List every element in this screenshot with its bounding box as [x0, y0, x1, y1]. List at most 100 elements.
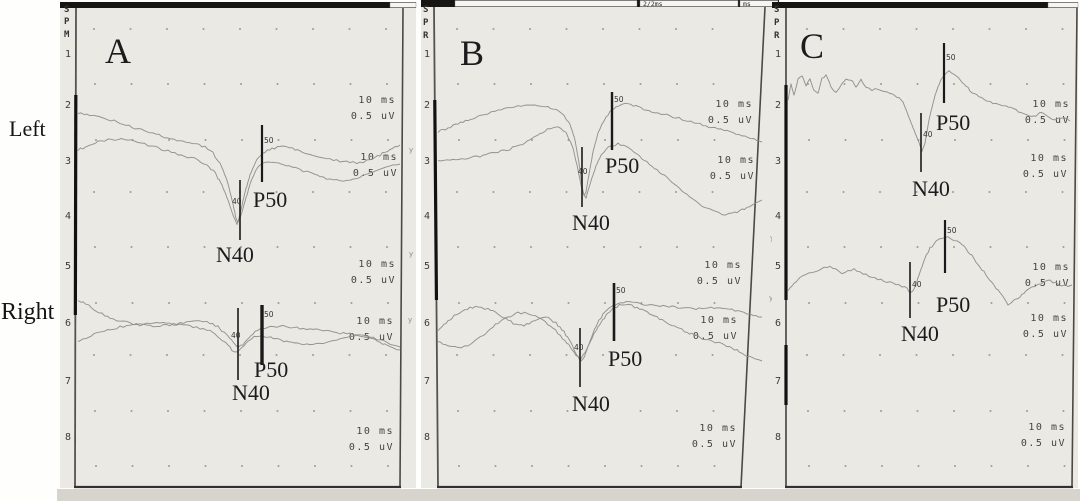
grid-dot — [312, 354, 314, 356]
grid-dot — [807, 246, 809, 248]
scale-time-label: 10 ms — [358, 95, 396, 106]
grid-dot — [880, 83, 882, 85]
grid-dot — [95, 139, 97, 141]
grid-dot — [676, 410, 678, 412]
grid-dot — [917, 465, 920, 467]
scale-time-label: 10 ms — [1030, 313, 1068, 324]
grid-dot — [493, 410, 496, 412]
grid-dot — [952, 28, 954, 30]
grid-dot — [990, 302, 993, 304]
grid-dot — [457, 246, 459, 248]
grid-dot — [93, 191, 95, 193]
grid-dot — [881, 465, 883, 467]
grid-dot — [602, 191, 604, 193]
gutter-mark: y — [409, 250, 413, 258]
grid-dot — [1062, 410, 1065, 412]
scale-time-label: 10 ms — [704, 260, 742, 271]
scale-time-label: 10 ms — [1032, 99, 1070, 110]
grid-dot — [916, 246, 919, 248]
grid-dot — [712, 83, 715, 85]
grid-dot — [166, 28, 168, 30]
grid-dot — [677, 139, 679, 141]
scale-time-label: 10 ms — [358, 259, 396, 270]
grid-dot — [494, 302, 497, 304]
scale-amplitude-label: 0.5 uV — [351, 275, 396, 286]
grid-dot — [350, 465, 353, 467]
grid-dot — [604, 139, 606, 141]
grid-dot — [988, 354, 991, 356]
grid-dot — [880, 410, 882, 412]
marker-label-n40: N40 — [216, 242, 254, 267]
panel-c: SPR 1 2 3 4 5 6 7 8 C 10 ms 0.5 uV 10 ms 0.5 uV 10 ms 0… — [772, 2, 1079, 489]
grid-dot — [952, 354, 954, 356]
scale-time-label: 10 ms — [715, 99, 753, 110]
channel-number: 5 — [775, 261, 781, 272]
trace-waveform — [77, 322, 401, 353]
marker-label-p50: P50 — [608, 346, 642, 371]
grid-dot — [240, 246, 242, 248]
bottom-band — [57, 489, 1080, 501]
grid-dot — [879, 28, 881, 30]
grid-dot — [131, 465, 134, 467]
grid-dot — [712, 410, 715, 412]
grid-dot — [95, 465, 97, 467]
grid-dot — [988, 191, 991, 193]
grid-dot — [1062, 246, 1065, 248]
channel-number: 1 — [424, 49, 430, 60]
grid-dot — [843, 83, 846, 85]
panel-background — [772, 2, 1078, 488]
dot-grid — [93, 28, 389, 467]
grid-dot — [915, 28, 918, 30]
scale-amplitude-label: 0.5 uV — [710, 171, 755, 182]
scale-amplitude-label: 0.5 uV — [1025, 115, 1070, 126]
grid-dot — [711, 191, 714, 193]
grid-dot — [492, 191, 495, 193]
grid-dot — [879, 354, 881, 356]
grid-dot — [675, 28, 677, 30]
grid-dot — [350, 139, 353, 141]
trace-waveform — [437, 102, 763, 196]
grid-dot — [602, 28, 604, 30]
grid-dot — [458, 139, 460, 141]
cursor-flag: 40 — [912, 280, 922, 289]
gutter-mark: y — [409, 146, 413, 154]
grid-dot — [387, 302, 389, 304]
cursor-flag: 50 — [264, 136, 274, 145]
grid-dot — [530, 246, 532, 248]
grid-dot — [168, 139, 170, 141]
panel-letter: B — [460, 33, 484, 73]
grid-dot — [1027, 302, 1029, 304]
cursor-flag: 40 — [231, 331, 241, 340]
grid-dot — [1062, 83, 1065, 85]
grid-dot — [166, 191, 168, 193]
grid-dot — [603, 410, 605, 412]
panel-background — [421, 0, 779, 488]
grid-dot — [348, 354, 351, 356]
grid-dot — [808, 139, 810, 141]
panel-right-border — [1071, 7, 1078, 488]
channel-number: 8 — [65, 432, 71, 443]
scale-amplitude-label: 0.5 uV — [692, 439, 737, 450]
grid-dot — [168, 465, 170, 467]
channel-number: 2 — [65, 100, 71, 111]
scale-amplitude-label: 0.5 uV — [708, 115, 753, 126]
scale-time-label: 10 ms — [356, 316, 394, 327]
grid-dot — [241, 139, 243, 141]
strip-letter: S — [774, 5, 779, 15]
scale-time-label: 10 ms — [360, 152, 398, 163]
grid-dot — [844, 465, 847, 467]
grid-dot — [567, 465, 570, 467]
scale-amplitude-label: 0.5 uV — [693, 331, 738, 342]
marker-label-p50: P50 — [253, 187, 287, 212]
grid-dot — [808, 465, 810, 467]
scale-amplitude-label: 0.5 uV — [697, 276, 742, 287]
grid-dot — [348, 28, 351, 30]
grid-dot — [806, 191, 808, 193]
grid-dot — [953, 83, 955, 85]
grid-dot — [349, 246, 352, 248]
cursor-flag: 50 — [616, 286, 626, 295]
scale-amplitude-label: 0.5 uV — [353, 168, 398, 179]
grid-dot — [806, 28, 808, 30]
marker-label-p50: P50 — [605, 153, 639, 178]
